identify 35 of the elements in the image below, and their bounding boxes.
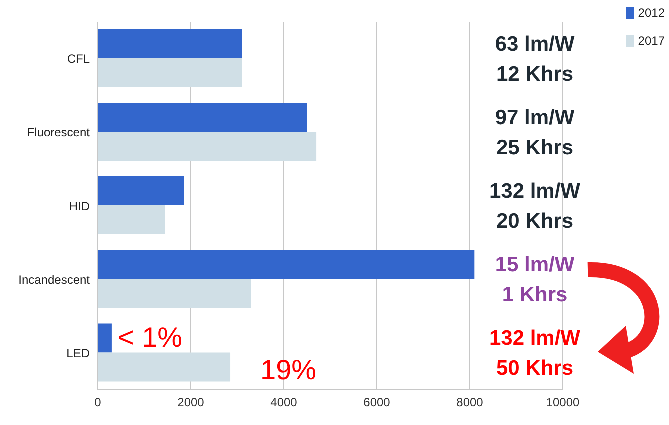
bar bbox=[98, 250, 475, 280]
bar bbox=[98, 102, 308, 132]
x-tick-label: 2000 bbox=[178, 396, 205, 410]
x-tick-label: 8000 bbox=[456, 396, 484, 410]
bar bbox=[98, 324, 112, 353]
x-tick-label: 0 bbox=[94, 396, 102, 410]
y-tick-label: Incandescent bbox=[18, 272, 91, 287]
annotation: 20 Khrs bbox=[496, 210, 574, 233]
x-tick-label: 6000 bbox=[364, 396, 391, 410]
annotation: 12 Khrs bbox=[496, 62, 574, 86]
annotation: 132 lm/W bbox=[489, 327, 581, 350]
annotation: 97 lm/W bbox=[495, 106, 575, 130]
bar bbox=[98, 58, 242, 88]
x-tick-label: 10000 bbox=[546, 396, 580, 410]
y-tick-label: LED bbox=[66, 346, 90, 360]
annotation: 15 lm/W bbox=[495, 254, 575, 277]
bar bbox=[98, 279, 252, 308]
annotation: 1 Khrs bbox=[502, 284, 568, 307]
bar bbox=[98, 176, 184, 206]
y-tick-label: Fluorescent bbox=[27, 126, 91, 140]
legend-label: 2017 bbox=[638, 34, 665, 48]
annotation: 50 Khrs bbox=[496, 357, 574, 380]
annotation: 19% bbox=[260, 354, 317, 386]
annotation: 25 Khrs bbox=[496, 136, 574, 160]
annotation: 63 lm/W bbox=[495, 32, 575, 56]
annotation: < 1% bbox=[118, 322, 183, 354]
bar bbox=[98, 29, 242, 58]
bar bbox=[98, 132, 317, 161]
legend-label: 2012 bbox=[638, 6, 665, 20]
bar bbox=[98, 206, 166, 235]
y-tick-label: HID bbox=[69, 199, 90, 214]
y-tick-label: CFL bbox=[67, 52, 90, 66]
bar bbox=[98, 352, 231, 382]
annotation: 132 lm/W bbox=[489, 180, 581, 203]
x-tick-label: 4000 bbox=[270, 396, 298, 410]
